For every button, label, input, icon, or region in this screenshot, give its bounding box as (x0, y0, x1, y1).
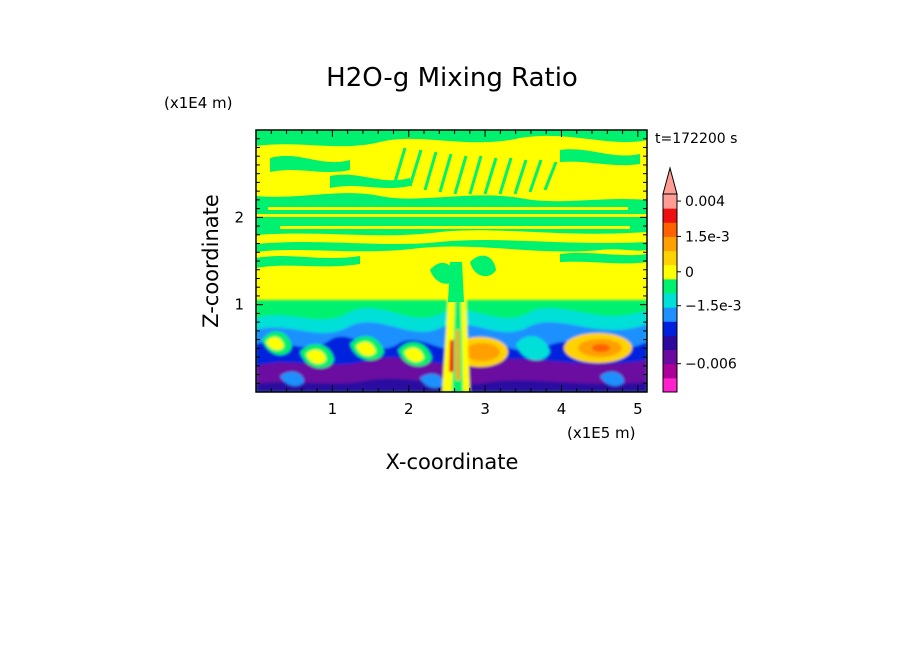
colorbar-tick-label: 0.004 (685, 194, 725, 210)
y-multiplier-label: (x1E4 m) (164, 94, 233, 112)
middle-yellow-stripes (256, 207, 647, 244)
yellow-region-green-lobes (256, 252, 647, 284)
colorbar-band (663, 307, 677, 322)
colorbar-band (663, 278, 677, 294)
colorbar-band (663, 264, 677, 280)
x-axis-label: X-coordinate (386, 450, 519, 474)
colorbar-band (663, 377, 677, 393)
colorbar-frame (662, 193, 678, 393)
time-label: t=172200 s (655, 131, 737, 147)
colorbar-band (663, 194, 677, 209)
colorbar-band (663, 222, 677, 237)
x-multiplier-label: (x1E5 m) (567, 424, 636, 442)
central-streaks (393, 147, 558, 195)
y-tick-label: 2 (234, 208, 244, 226)
chart-title: H2O-g Mixing Ratio (326, 63, 578, 93)
colorbar-tick-label: 0 (685, 265, 694, 281)
colorbar-band (663, 250, 677, 266)
colorbar-band (663, 321, 677, 336)
lower-turbulent-region (256, 300, 647, 392)
colorbar-band (663, 349, 677, 365)
colorbar-band (663, 293, 677, 308)
x-tick-label: 2 (404, 400, 414, 418)
colorbar-tick-label: −1.5e-3 (685, 299, 742, 315)
y-tick-label: 1 (234, 296, 244, 314)
colorbar: 0.004 1.5e-3 0 −1.5e-3 −0.006 (662, 166, 742, 393)
central-plume (442, 300, 470, 392)
colorbar-tick-label: −0.006 (685, 357, 737, 373)
x-tick-label: 3 (480, 400, 490, 418)
y-axis-ticks: 12 (234, 138, 647, 384)
contour-field (256, 130, 647, 392)
x-axis-ticks: 1 2 3 4 5 (270, 130, 643, 418)
colorbar-band (663, 236, 677, 252)
colorbar-band (663, 363, 677, 379)
swirl-blobs (262, 331, 624, 388)
y-axis-label: Z-coordinate (199, 194, 223, 328)
x-tick-label: 5 (633, 400, 643, 418)
colorbar-tick-label: 1.5e-3 (685, 229, 730, 245)
x-tick-label: 4 (557, 400, 567, 418)
colorbar-band (663, 335, 677, 351)
upper-plume (448, 262, 464, 302)
colorbar-extend-arrow (662, 166, 678, 195)
upper-green-streaks (270, 149, 640, 188)
x-tick-label: 1 (328, 400, 338, 418)
colorbar-band (663, 208, 677, 223)
